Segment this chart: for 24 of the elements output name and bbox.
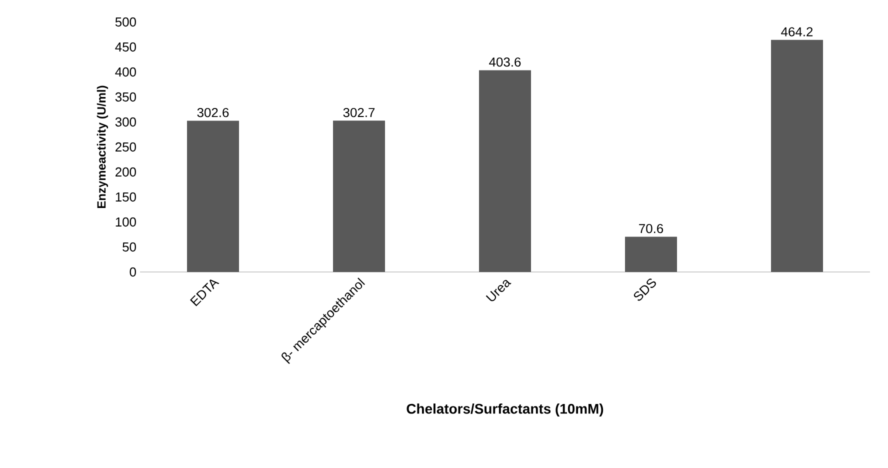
y-tick-label: 50 (122, 242, 136, 252)
y-tick-label: 100 (116, 217, 136, 227)
y-tick-label: 250 (116, 142, 136, 152)
y-axis-title: Enzymeactivity (U/ml) (96, 86, 108, 208)
bar (187, 120, 240, 272)
bar (479, 70, 532, 272)
y-tick-label: 0 (130, 267, 136, 277)
y-tick-label: 450 (115, 42, 136, 52)
bar (333, 120, 386, 272)
y-tick-label: 500 (115, 17, 136, 27)
x-tick-label: Urea (486, 280, 512, 302)
data-label: 464.2 (781, 27, 813, 36)
y-tick-label: 200 (116, 167, 136, 177)
y-tick-label: 400 (115, 67, 136, 77)
y-tick-label: 300 (115, 117, 136, 127)
data-label: 70.6 (639, 224, 664, 234)
y-tick-label: 350 (115, 92, 136, 102)
data-label: 403.6 (489, 58, 521, 67)
bar (625, 236, 678, 272)
data-label: 302.7 (343, 108, 375, 118)
y-tick-label: 150 (116, 192, 136, 202)
bar (771, 40, 824, 272)
x-axis-title: Chelators/Surfactants (10mM) (406, 404, 604, 417)
data-label: 302.6 (197, 108, 229, 118)
